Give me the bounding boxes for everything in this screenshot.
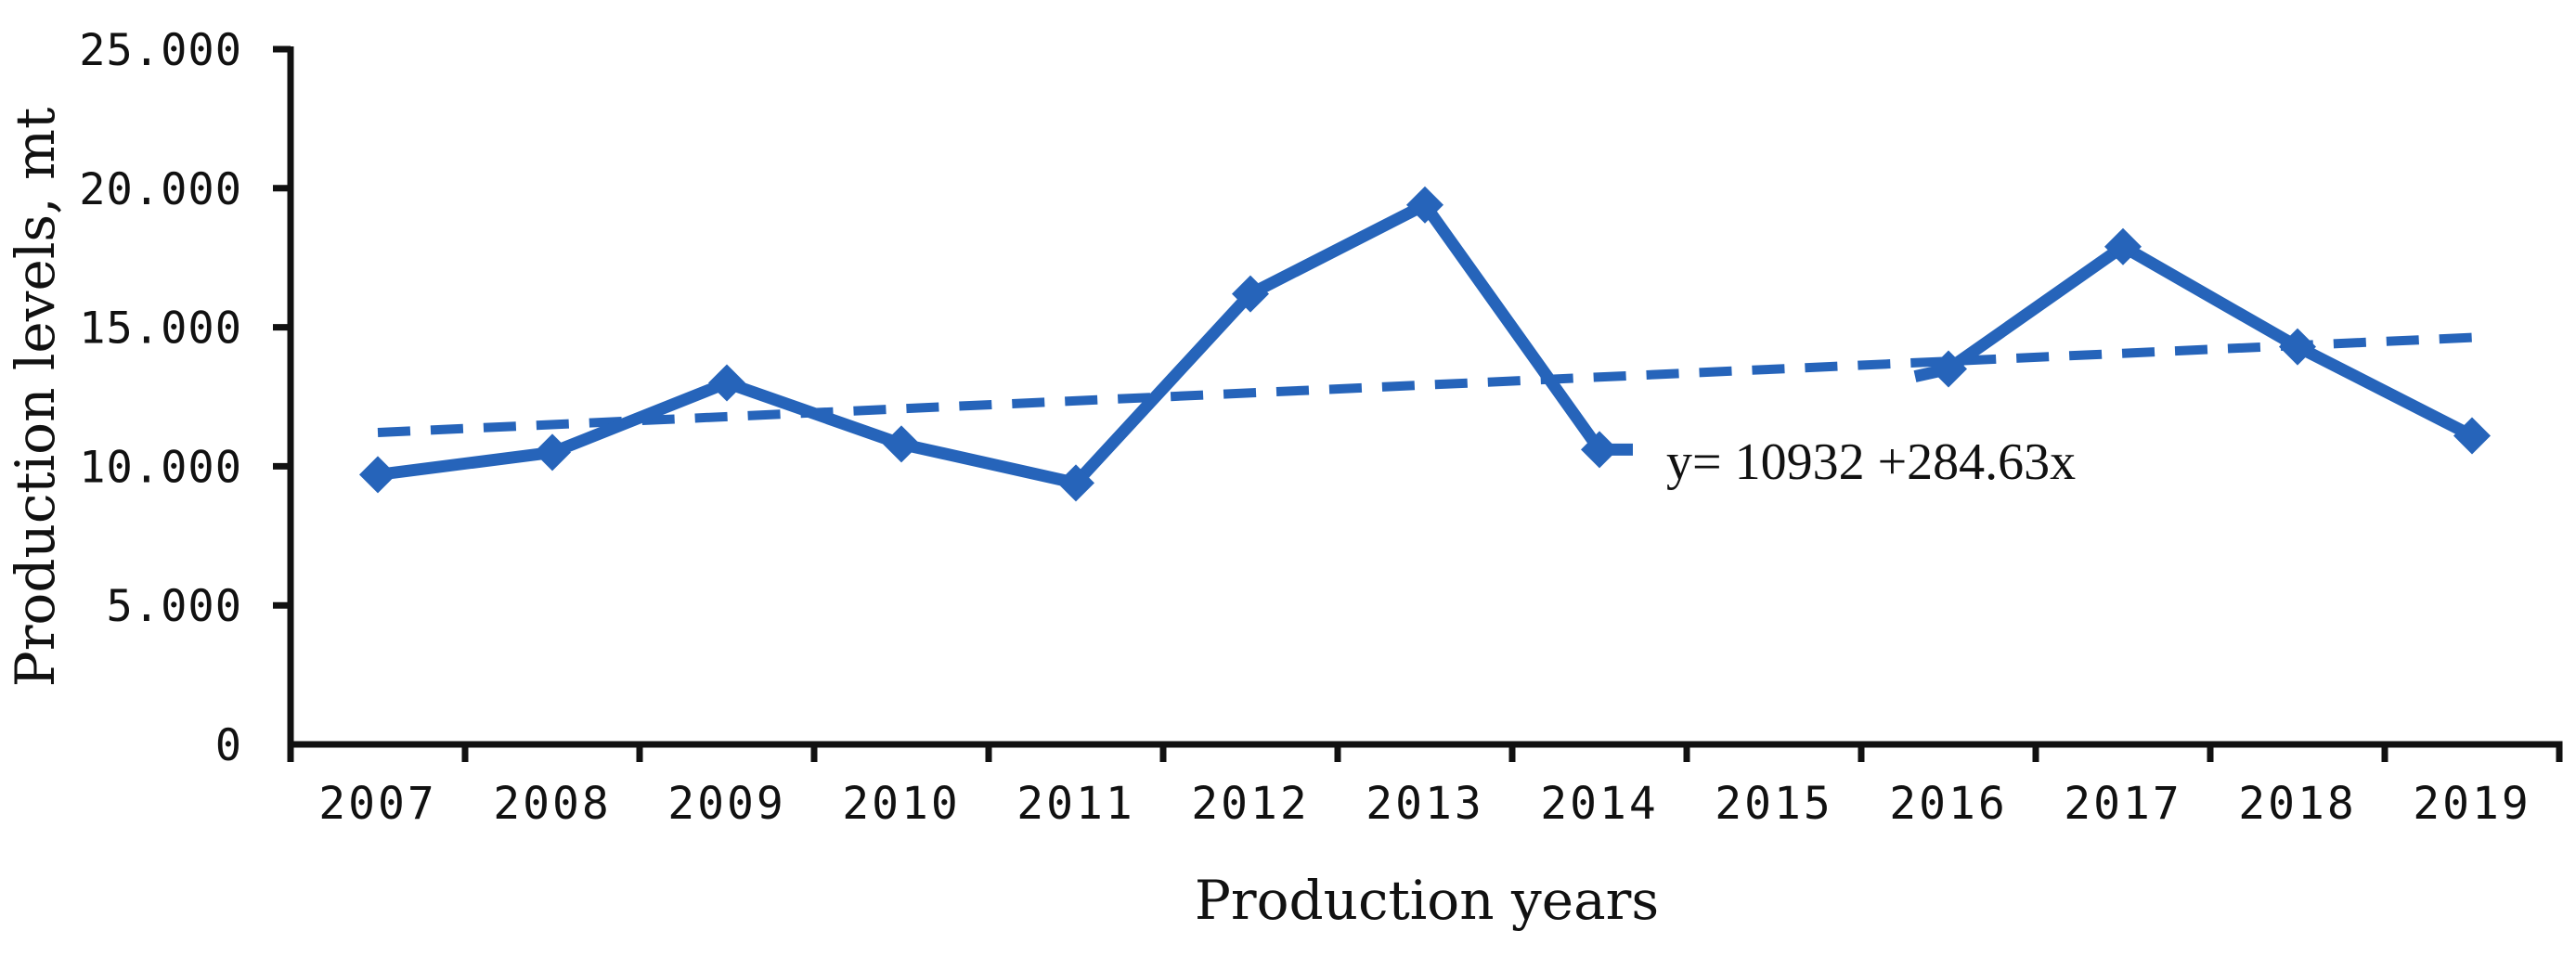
data-point-marker [534, 433, 571, 472]
y-tick-label: 5.000 [107, 581, 242, 632]
y-tick-label: 15.000 [79, 304, 242, 355]
x-tick-label: 2011 [1016, 778, 1135, 830]
x-tick-label: 2016 [1889, 778, 2008, 830]
x-tick-label: 2012 [1191, 778, 1310, 830]
data-series-layer [359, 186, 2491, 502]
y-tick-label: 10.000 [79, 442, 242, 493]
x-tick-labels: 2007 2008 2009 2010 2011 2012 2013 2014 2015 2016… [318, 778, 2531, 830]
x-tick-label: 2009 [667, 778, 786, 830]
x-tick-label: 2015 [1715, 778, 1833, 830]
x-tick-label: 2013 [1366, 778, 1484, 830]
data-point-marker [1057, 464, 1094, 502]
series-line [1945, 239, 2475, 442]
y-tick-label: 0 [215, 720, 242, 771]
data-point-marker [2104, 227, 2142, 265]
data-point-marker [1232, 275, 1269, 313]
data-point-marker [359, 456, 396, 494]
y-tick-labels: 0 5.000 10.000 15.000 20.000 25.000 [79, 25, 242, 771]
x-tick-label: 2019 [2413, 778, 2531, 830]
x-axis-title: Production years [1195, 869, 1659, 932]
data-point-marker [1406, 186, 1443, 224]
data-point-marker [2453, 417, 2491, 455]
x-tick-label: 2008 [493, 778, 612, 830]
trendline-dashed-line [377, 332, 2473, 437]
y-tick-label: 25.000 [79, 25, 242, 76]
x-tick-label: 2007 [318, 778, 437, 830]
y-axis-title: Production levels, mt [4, 108, 67, 688]
data-point-marker [2279, 328, 2316, 366]
data-point-marker [883, 425, 920, 463]
y-tick-label: 20.000 [79, 164, 242, 215]
trendline-layer [377, 332, 2473, 437]
trendline-equation-label: y= 10932 +284.63x [1666, 433, 2076, 491]
axes-layer [273, 45, 2563, 762]
data-point-marker [708, 364, 745, 402]
data-point-marker [1930, 350, 1967, 388]
x-tick-label: 2017 [2064, 778, 2182, 830]
data-point-marker [1581, 431, 1618, 469]
x-tick-label: 2018 [2238, 778, 2357, 830]
x-tick-label: 2010 [842, 778, 961, 830]
x-tick-label: 2014 [1540, 778, 1659, 830]
series-line [377, 197, 1605, 490]
